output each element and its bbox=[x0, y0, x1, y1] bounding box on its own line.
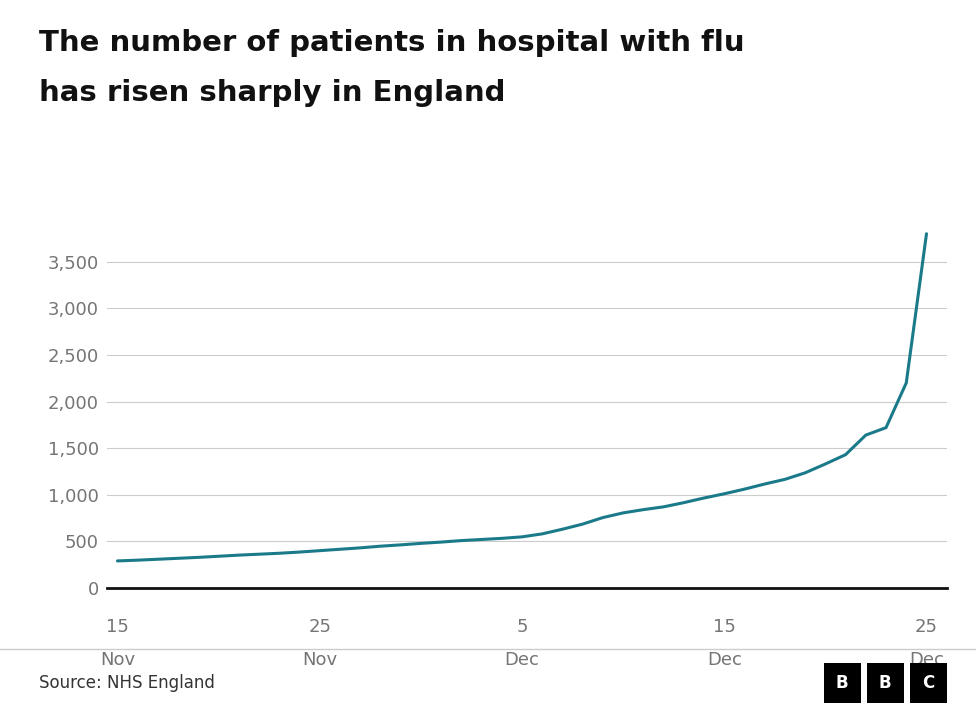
Text: Nov: Nov bbox=[303, 651, 338, 670]
Text: has risen sharply in England: has risen sharply in England bbox=[39, 79, 506, 107]
Text: Dec: Dec bbox=[505, 651, 540, 670]
Text: Nov: Nov bbox=[100, 651, 135, 670]
Text: 25: 25 bbox=[308, 618, 331, 636]
Text: 15: 15 bbox=[106, 618, 129, 636]
Text: 5: 5 bbox=[516, 618, 528, 636]
Text: B: B bbox=[879, 674, 891, 692]
Text: The number of patients in hospital with flu: The number of patients in hospital with … bbox=[39, 29, 745, 57]
Text: Dec: Dec bbox=[707, 651, 742, 670]
Text: Dec: Dec bbox=[909, 651, 944, 670]
Text: 15: 15 bbox=[712, 618, 736, 636]
Text: C: C bbox=[922, 674, 934, 692]
Text: Source: NHS England: Source: NHS England bbox=[39, 673, 215, 692]
Text: B: B bbox=[836, 674, 848, 692]
Text: 25: 25 bbox=[915, 618, 938, 636]
